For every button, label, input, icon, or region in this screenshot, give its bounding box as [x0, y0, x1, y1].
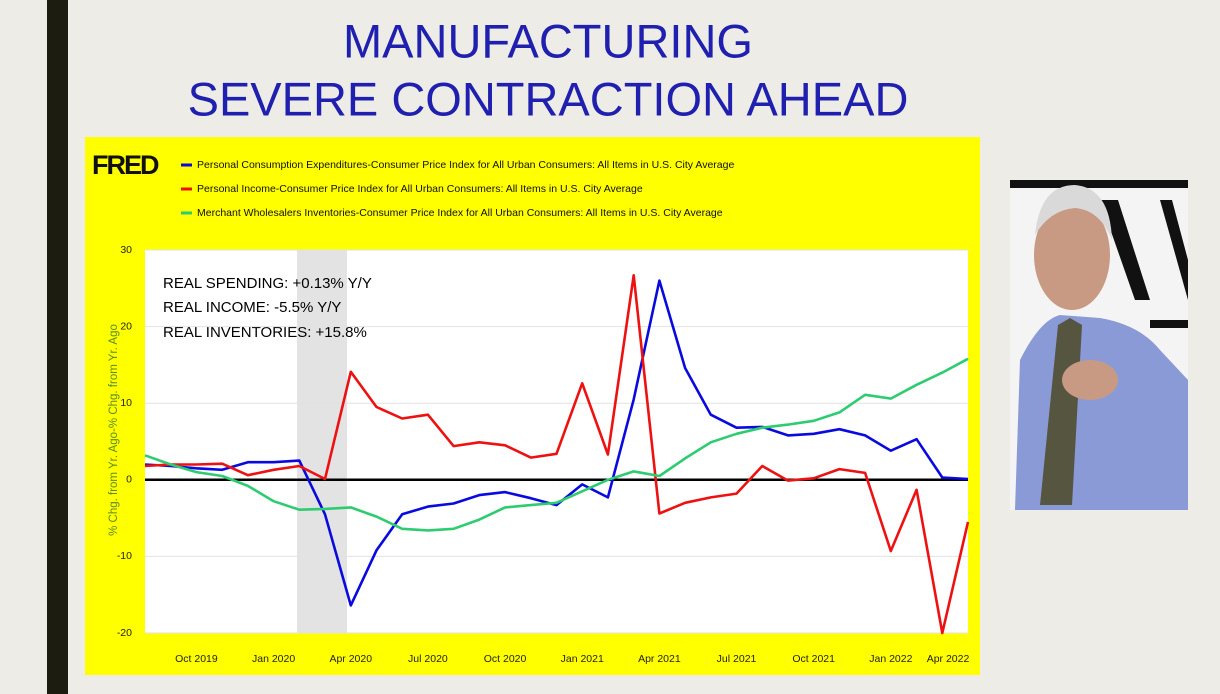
y-tick-label: 10	[120, 397, 132, 409]
x-tick-label: Jan 2021	[561, 653, 604, 665]
x-tick-label: Oct 2021	[792, 653, 835, 665]
legend-label: Merchant Wholesalers Inventories-Consume…	[197, 207, 723, 219]
series-line	[144, 274, 970, 635]
x-tick-label: Jan 2020	[252, 653, 295, 665]
x-tick-label: Jul 2020	[408, 653, 448, 665]
y-tick-label: -10	[117, 550, 132, 562]
y-tick-label: 0	[126, 474, 132, 486]
annotation: REAL INCOME: -5.5% Y/Y	[163, 299, 341, 316]
x-tick-label: Apr 2022	[927, 653, 970, 665]
x-tick-label: Jan 2022	[869, 653, 912, 665]
title-line: MANUFACTURING	[343, 14, 753, 67]
logo: FRED	[92, 150, 159, 180]
photo	[1010, 180, 1188, 510]
legend-label: Personal Consumption Expenditures-Consum…	[197, 159, 734, 171]
x-tick-label: Apr 2021	[638, 653, 681, 665]
series-line	[144, 357, 969, 532]
recession-shade	[297, 250, 347, 633]
annotation: REAL INVENTORIES: +15.8%	[163, 324, 367, 341]
y-tick-label: 20	[120, 320, 132, 332]
y-tick-label: 30	[120, 244, 132, 256]
x-tick-label: Apr 2020	[329, 653, 372, 665]
title-line: SEVERE CONTRACTION AHEAD	[188, 72, 909, 125]
x-tick-label: Jul 2021	[717, 653, 757, 665]
y-tick-label: -20	[117, 627, 132, 639]
x-tick-label: Oct 2020	[484, 653, 527, 665]
y-axis-label: % Chg. from Yr. Ago-% Chg. from Yr. Ago	[108, 324, 120, 536]
plot-area	[145, 250, 968, 633]
annotation: REAL SPENDING: +0.13% Y/Y	[163, 275, 372, 292]
series-line	[144, 279, 969, 607]
x-tick-label: Oct 2019	[175, 653, 218, 665]
legend-label: Personal Income-Consumer Price Index for…	[197, 183, 643, 195]
side-bar	[47, 0, 68, 694]
